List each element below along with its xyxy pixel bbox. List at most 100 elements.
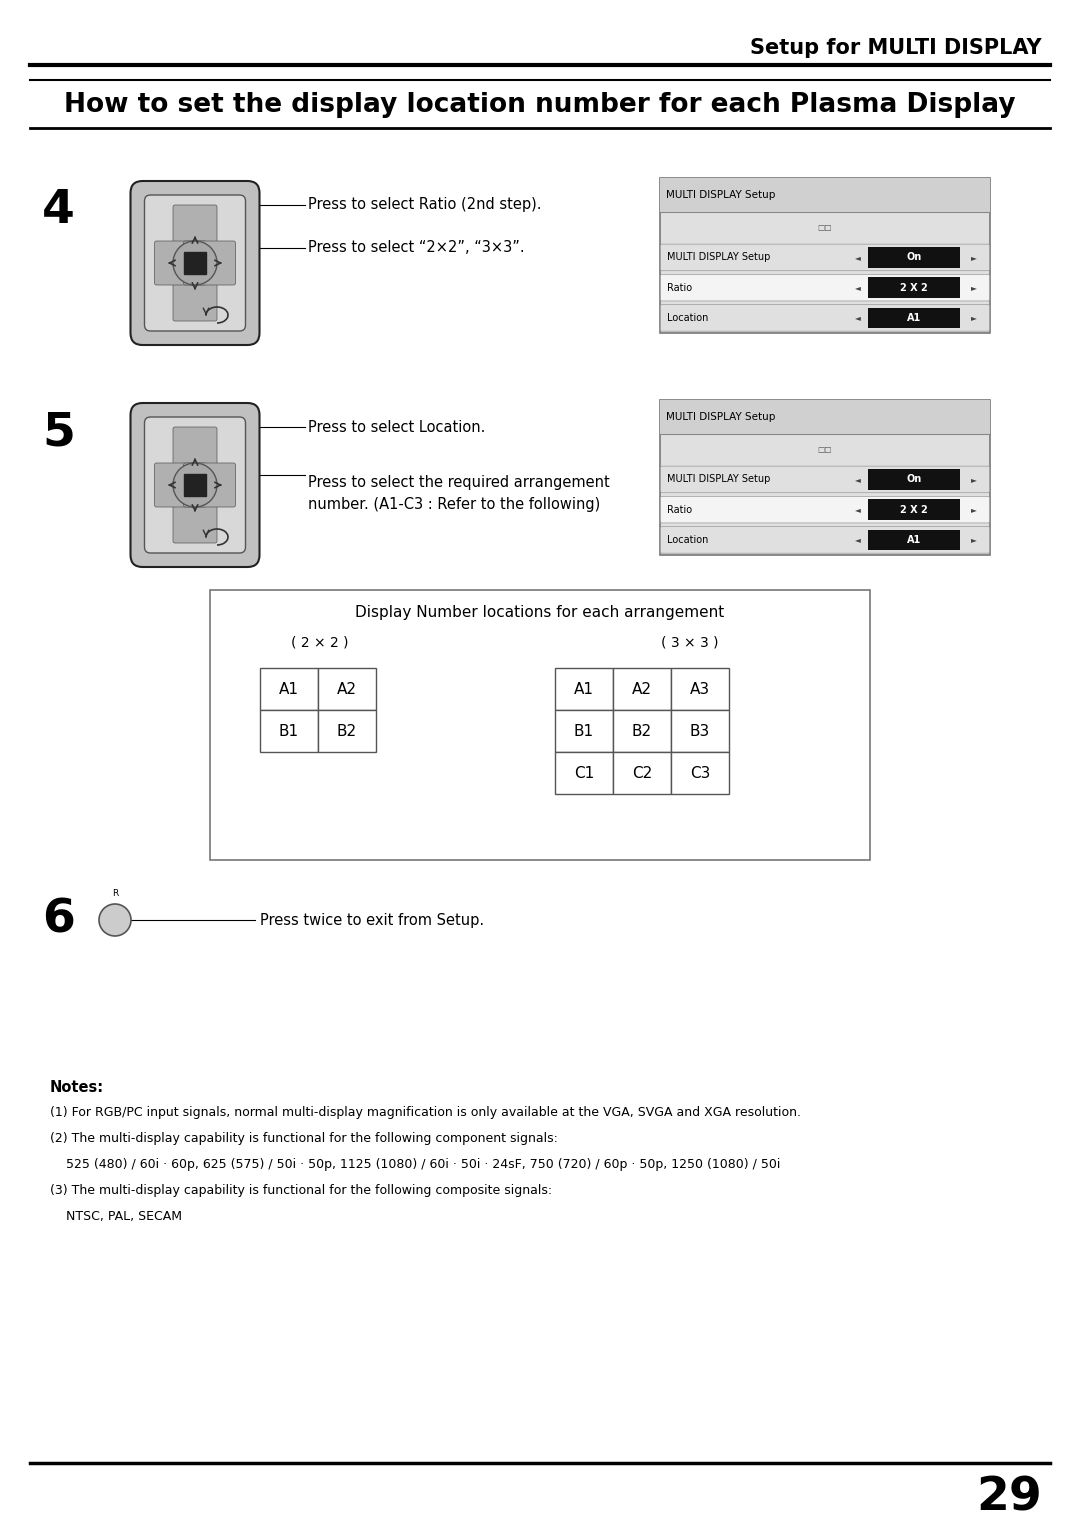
Text: Location: Location xyxy=(667,535,708,545)
FancyBboxPatch shape xyxy=(660,400,990,434)
Text: (2) The multi-display capability is functional for the following component signa: (2) The multi-display capability is func… xyxy=(50,1132,558,1144)
FancyBboxPatch shape xyxy=(660,400,990,555)
FancyBboxPatch shape xyxy=(173,426,217,478)
Text: B1: B1 xyxy=(573,723,594,738)
FancyBboxPatch shape xyxy=(210,590,870,860)
FancyBboxPatch shape xyxy=(868,307,960,329)
Text: 6: 6 xyxy=(42,897,75,943)
FancyBboxPatch shape xyxy=(613,668,671,711)
Text: Press to select the required arrangement
number. (A1-C3 : Refer to the following: Press to select the required arrangement… xyxy=(308,475,610,512)
Text: ◄: ◄ xyxy=(855,313,861,322)
FancyBboxPatch shape xyxy=(613,752,671,795)
FancyBboxPatch shape xyxy=(661,527,989,553)
FancyBboxPatch shape xyxy=(868,277,960,298)
FancyBboxPatch shape xyxy=(613,711,671,752)
Text: 2 X 2: 2 X 2 xyxy=(901,283,928,293)
Text: A1: A1 xyxy=(573,681,594,697)
Text: (1) For RGB/PC input signals, normal multi-display magnification is only availab: (1) For RGB/PC input signals, normal mul… xyxy=(50,1106,801,1118)
FancyBboxPatch shape xyxy=(671,668,729,711)
Text: C1: C1 xyxy=(573,766,594,781)
Text: MULTI DISPLAY Setup: MULTI DISPLAY Setup xyxy=(667,474,770,484)
FancyBboxPatch shape xyxy=(131,403,259,567)
FancyBboxPatch shape xyxy=(868,248,960,267)
FancyBboxPatch shape xyxy=(318,711,376,752)
Text: ►: ► xyxy=(971,254,976,261)
Text: Notes:: Notes: xyxy=(50,1080,104,1096)
FancyBboxPatch shape xyxy=(184,463,235,507)
FancyBboxPatch shape xyxy=(173,205,217,257)
Text: B3: B3 xyxy=(690,723,711,738)
FancyBboxPatch shape xyxy=(868,530,960,550)
Text: (3) The multi-display capability is functional for the following composite signa: (3) The multi-display capability is func… xyxy=(50,1184,552,1196)
Text: MULTI DISPLAY Setup: MULTI DISPLAY Setup xyxy=(666,189,775,200)
Text: B2: B2 xyxy=(337,723,357,738)
Text: □□: □□ xyxy=(818,223,833,232)
FancyBboxPatch shape xyxy=(555,711,613,752)
FancyBboxPatch shape xyxy=(671,752,729,795)
FancyBboxPatch shape xyxy=(173,490,217,542)
Text: C2: C2 xyxy=(632,766,652,781)
Text: Press to select “2×2”, “3×3”.: Press to select “2×2”, “3×3”. xyxy=(308,240,525,255)
FancyBboxPatch shape xyxy=(868,469,960,490)
Text: ►: ► xyxy=(971,283,976,292)
Text: B1: B1 xyxy=(279,723,299,738)
Text: On: On xyxy=(906,252,921,263)
Text: How to set the display location number for each Plasma Display: How to set the display location number f… xyxy=(64,92,1016,118)
Text: 4: 4 xyxy=(42,188,75,232)
FancyBboxPatch shape xyxy=(661,275,989,301)
Text: ►: ► xyxy=(971,506,976,513)
Text: Location: Location xyxy=(667,313,708,322)
FancyBboxPatch shape xyxy=(660,177,990,212)
Text: R: R xyxy=(112,889,118,898)
Text: C3: C3 xyxy=(690,766,711,781)
FancyBboxPatch shape xyxy=(184,241,235,286)
FancyBboxPatch shape xyxy=(661,304,989,332)
Text: ◄: ◄ xyxy=(855,535,861,544)
Text: A2: A2 xyxy=(337,681,357,697)
FancyBboxPatch shape xyxy=(318,668,376,711)
Text: Display Number locations for each arrangement: Display Number locations for each arrang… xyxy=(355,605,725,619)
Text: ◄: ◄ xyxy=(855,283,861,292)
Text: 2 X 2: 2 X 2 xyxy=(901,504,928,515)
FancyBboxPatch shape xyxy=(555,668,613,711)
Text: B2: B2 xyxy=(632,723,652,738)
Ellipse shape xyxy=(173,463,217,507)
FancyBboxPatch shape xyxy=(184,474,206,497)
Text: ( 2 × 2 ): ( 2 × 2 ) xyxy=(292,636,349,649)
Text: ( 3 × 3 ): ( 3 × 3 ) xyxy=(661,636,719,649)
Text: Setup for MULTI DISPLAY: Setup for MULTI DISPLAY xyxy=(751,38,1042,58)
Text: □□: □□ xyxy=(818,445,833,454)
Text: ►: ► xyxy=(971,535,976,544)
Text: Ratio: Ratio xyxy=(667,504,692,515)
FancyBboxPatch shape xyxy=(184,252,206,274)
Text: A1: A1 xyxy=(279,681,299,697)
Text: ◄: ◄ xyxy=(855,475,861,484)
Text: NTSC, PAL, SECAM: NTSC, PAL, SECAM xyxy=(50,1210,183,1222)
Text: 5: 5 xyxy=(42,410,75,455)
Text: Ratio: Ratio xyxy=(667,283,692,293)
Text: Press to select Location.: Press to select Location. xyxy=(308,420,485,434)
Text: MULTI DISPLAY Setup: MULTI DISPLAY Setup xyxy=(667,252,770,263)
FancyBboxPatch shape xyxy=(145,417,245,553)
Text: 525 (480) / 60i · 60p, 625 (575) / 50i · 50p, 1125 (1080) / 60i · 50i · 24sF, 75: 525 (480) / 60i · 60p, 625 (575) / 50i ·… xyxy=(50,1158,781,1170)
FancyBboxPatch shape xyxy=(173,269,217,321)
Text: 29: 29 xyxy=(976,1476,1042,1520)
Text: Press twice to exit from Setup.: Press twice to exit from Setup. xyxy=(260,912,484,927)
Text: ◄: ◄ xyxy=(855,254,861,261)
FancyBboxPatch shape xyxy=(661,497,989,523)
Text: A1: A1 xyxy=(907,535,921,545)
Text: On: On xyxy=(906,474,921,484)
FancyBboxPatch shape xyxy=(660,177,990,333)
Text: ►: ► xyxy=(971,313,976,322)
FancyBboxPatch shape xyxy=(661,244,989,270)
Ellipse shape xyxy=(173,241,217,286)
FancyBboxPatch shape xyxy=(154,463,206,507)
Text: ◄: ◄ xyxy=(855,506,861,513)
FancyBboxPatch shape xyxy=(671,711,729,752)
FancyBboxPatch shape xyxy=(868,500,960,520)
Text: ►: ► xyxy=(971,475,976,484)
FancyBboxPatch shape xyxy=(154,241,206,286)
Text: Press to select Ratio (2nd step).: Press to select Ratio (2nd step). xyxy=(308,197,541,212)
FancyBboxPatch shape xyxy=(260,668,318,711)
FancyBboxPatch shape xyxy=(260,711,318,752)
